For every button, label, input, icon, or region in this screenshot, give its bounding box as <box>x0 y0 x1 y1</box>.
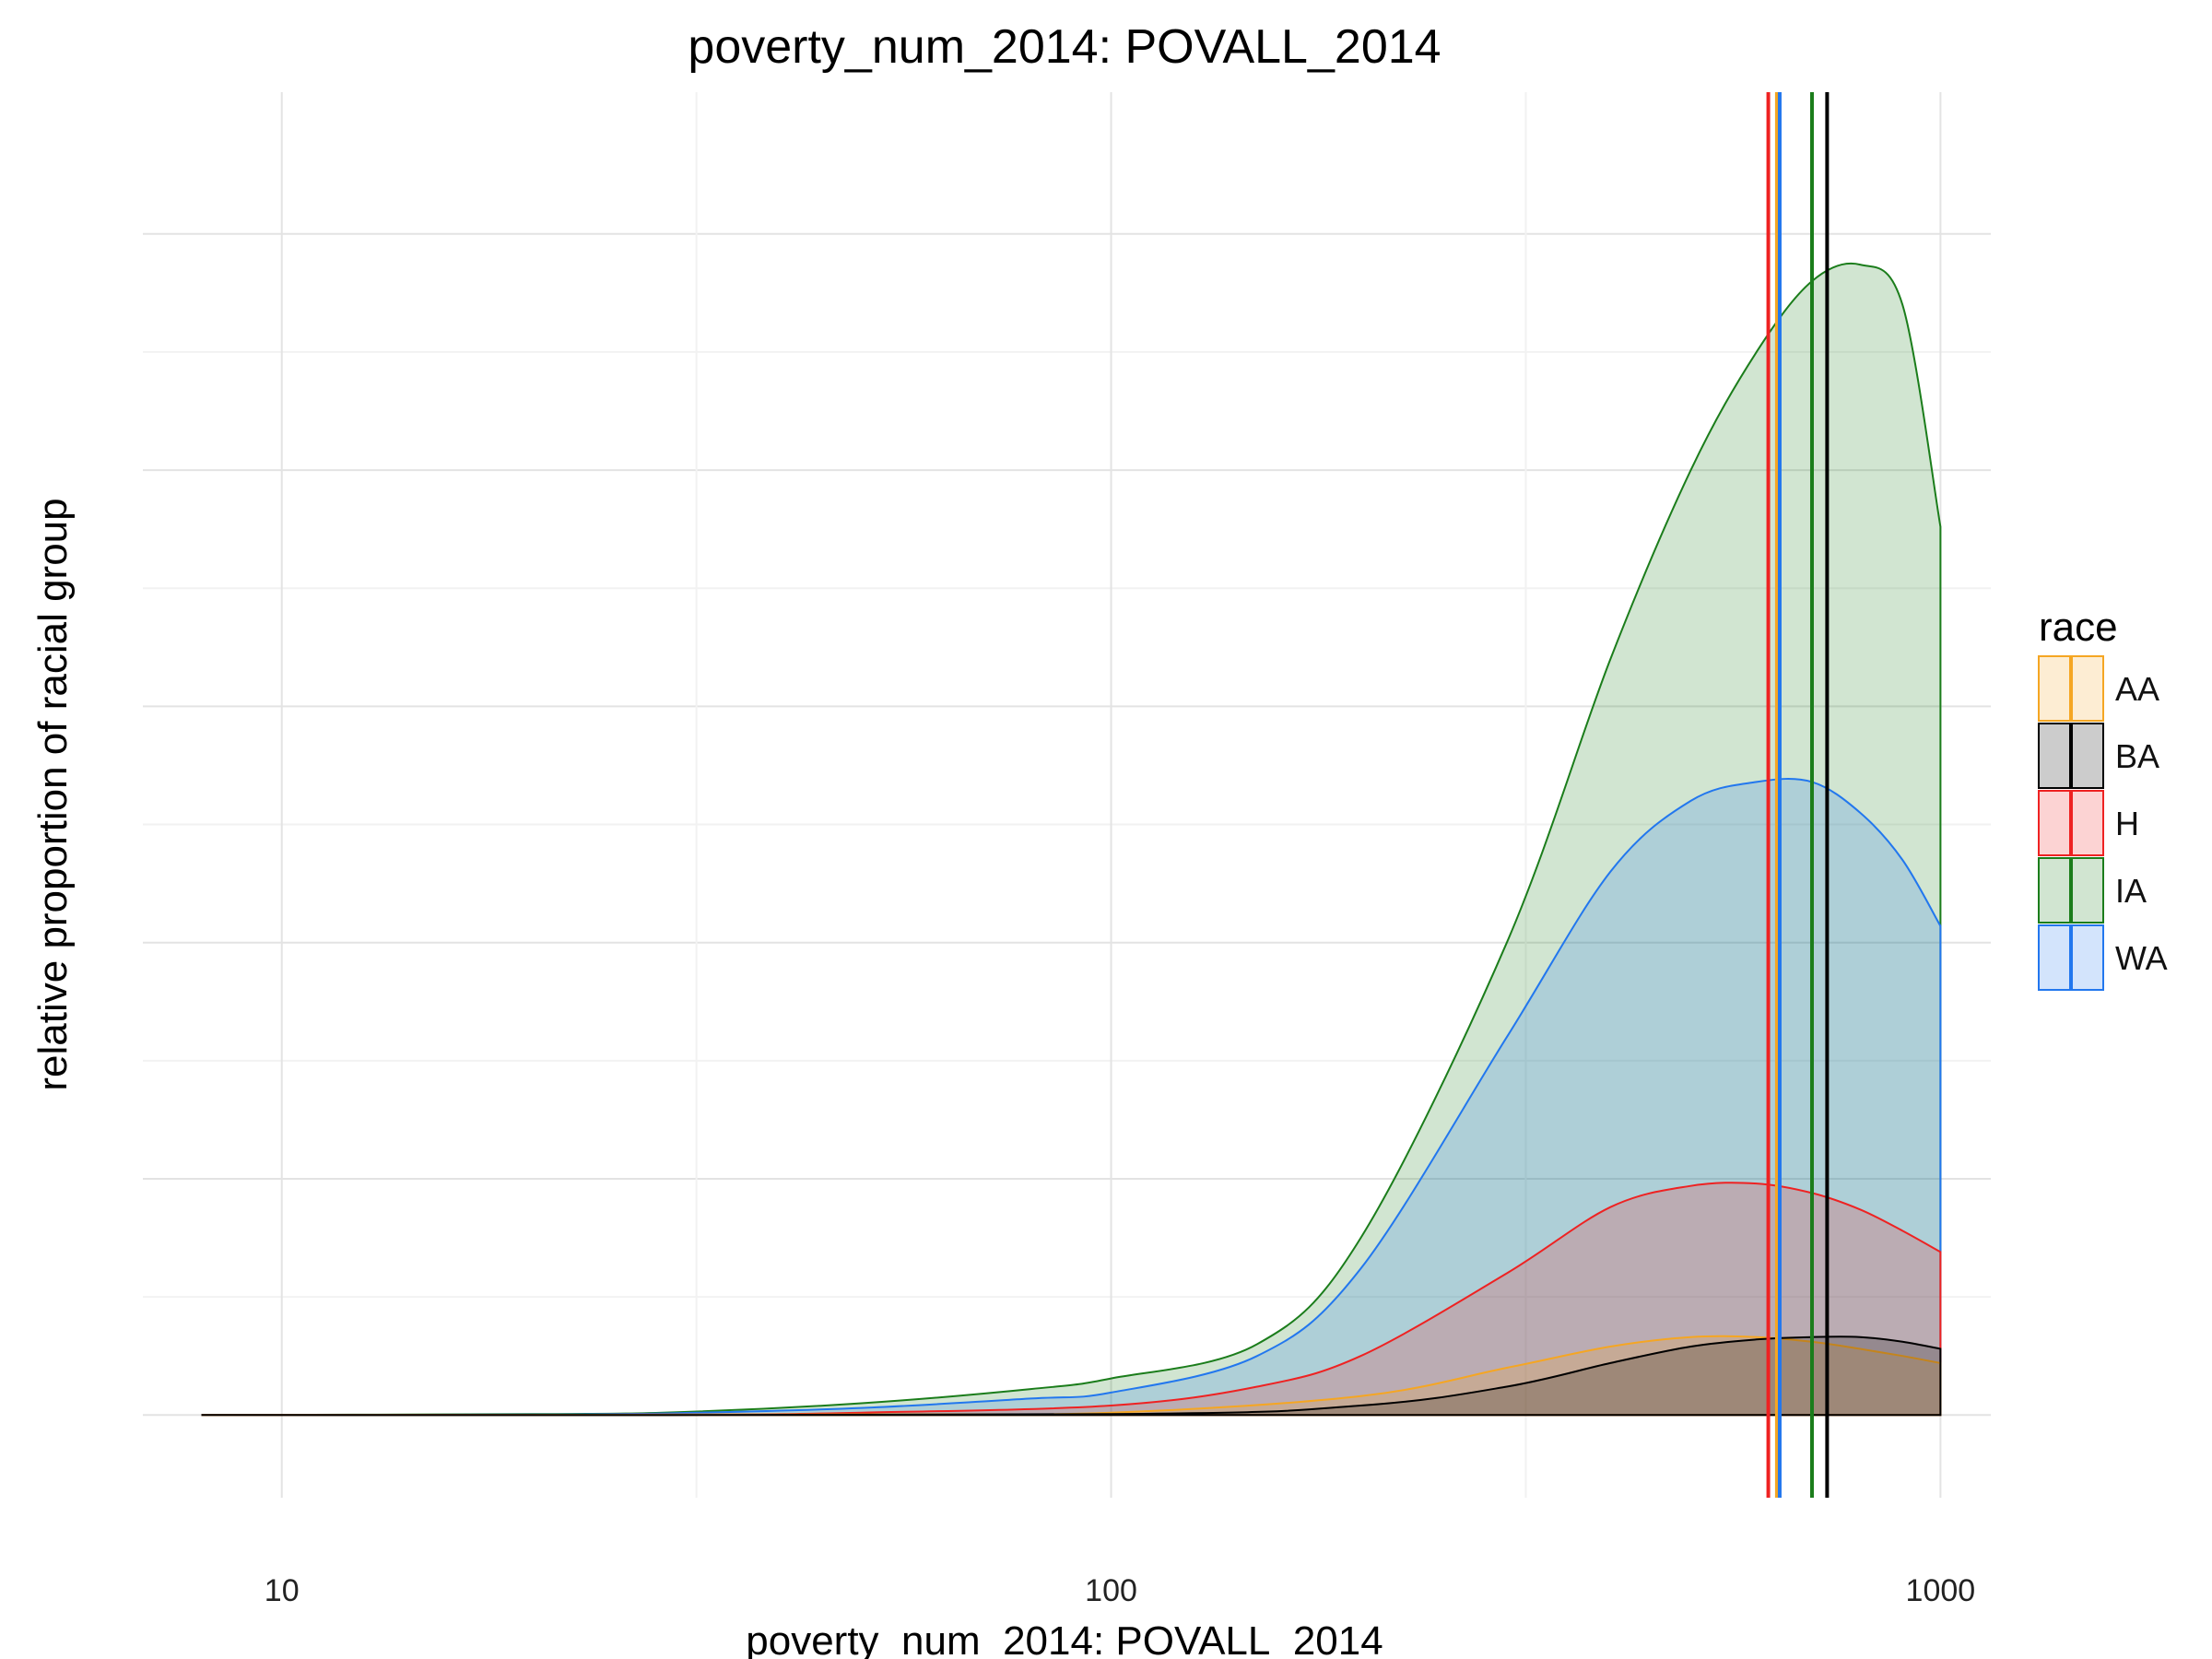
chart-title: poverty_num_2014: POVALL_2014 <box>688 20 1441 74</box>
legend-item-ba: BA <box>2038 723 2159 789</box>
legend-label-aa: AA <box>2115 670 2159 708</box>
legend: race AA BA H IA WA <box>2038 605 2168 991</box>
x-tick-label: 100 <box>1085 1573 1137 1608</box>
legend-label-ia: IA <box>2115 872 2147 910</box>
legend-label-h: H <box>2115 805 2139 842</box>
y-axis-title: relative proportion of racial group <box>30 498 76 1090</box>
density-area-ia <box>201 262 1942 1417</box>
x-tick-label: 1000 <box>1906 1573 1976 1608</box>
legend-item-ia: IA <box>2038 857 2147 924</box>
legend-item-h: H <box>2038 790 2139 856</box>
density-areas <box>201 262 1942 1417</box>
density-area-ba <box>201 1335 1942 1417</box>
legend-label-wa: WA <box>2115 939 2168 977</box>
mean-lines <box>1766 92 1830 1498</box>
x-axis-ticks: 10 100 1000 <box>265 1573 1975 1608</box>
legend-item-aa: AA <box>2038 655 2159 722</box>
legend-item-wa: WA <box>2038 924 2168 991</box>
x-tick-label: 10 <box>265 1573 300 1608</box>
legend-title: race <box>2039 605 2118 650</box>
x-axis-title: poverty_num_2014: POVALL_2014 <box>746 1618 1382 1659</box>
legend-label-ba: BA <box>2115 737 2159 775</box>
